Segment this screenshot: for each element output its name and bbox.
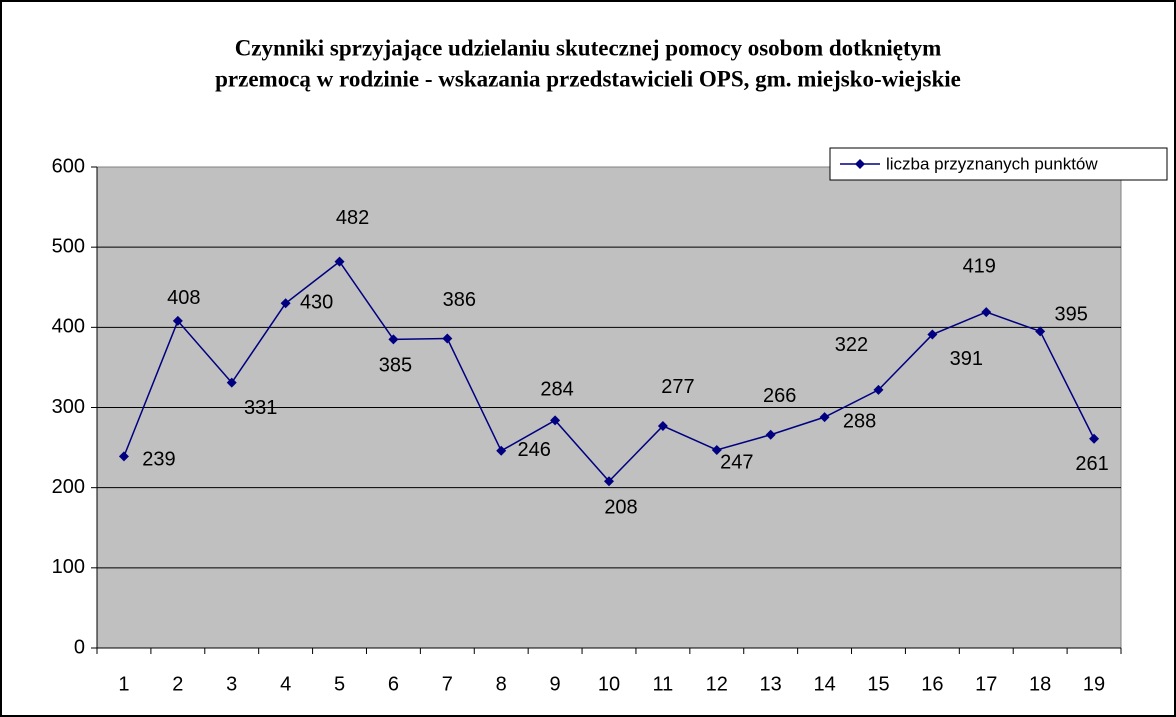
y-tick-label: 500 <box>52 235 85 257</box>
data-label: 288 <box>843 410 876 432</box>
data-point <box>118 451 129 462</box>
x-tick-label: 2 <box>172 673 183 695</box>
data-label: 284 <box>540 379 573 401</box>
data-label: 266 <box>763 385 796 407</box>
data-point <box>819 412 830 423</box>
data-label: 331 <box>244 397 277 419</box>
x-tick-label: 14 <box>813 673 835 695</box>
x-tick-label: 17 <box>975 673 997 695</box>
data-point <box>388 334 399 345</box>
y-tick-label: 400 <box>52 316 85 338</box>
x-tick-label: 9 <box>550 673 561 695</box>
legend-marker <box>855 159 865 169</box>
data-label: 208 <box>604 497 637 519</box>
x-tick-label: 18 <box>1029 673 1051 695</box>
data-label: 386 <box>443 289 476 311</box>
data-point <box>927 329 938 340</box>
legend-box <box>829 147 1168 181</box>
chart-title: Czynniki sprzyjające udzielaniu skuteczn… <box>235 35 942 60</box>
y-tick-label: 0 <box>74 636 85 658</box>
data-label: 246 <box>518 439 551 461</box>
x-tick-label: 5 <box>334 673 345 695</box>
data-label: 277 <box>661 376 694 398</box>
data-point <box>981 307 992 318</box>
data-point <box>711 444 722 455</box>
x-tick-label: 1 <box>118 673 129 695</box>
x-tick-label: 3 <box>226 673 237 695</box>
x-tick-label: 10 <box>598 673 620 695</box>
data-label: 419 <box>963 255 996 277</box>
x-tick-label: 12 <box>706 673 728 695</box>
data-label: 395 <box>1054 304 1087 326</box>
x-tick-label: 6 <box>388 673 399 695</box>
data-label: 408 <box>167 287 200 309</box>
x-tick-label: 16 <box>921 673 943 695</box>
data-label: 247 <box>720 451 753 473</box>
data-point <box>873 384 884 395</box>
x-tick-label: 13 <box>760 673 782 695</box>
y-tick-label: 200 <box>52 476 85 498</box>
y-tick-label: 600 <box>52 155 85 177</box>
data-point <box>172 315 183 326</box>
data-label: 391 <box>950 348 983 370</box>
data-label: 430 <box>300 292 333 314</box>
x-tick-label: 19 <box>1083 673 1105 695</box>
x-tick-label: 7 <box>442 673 453 695</box>
data-point <box>226 377 237 388</box>
data-point <box>604 476 614 487</box>
data-label: 261 <box>1075 453 1108 475</box>
data-point <box>765 429 776 440</box>
data-point <box>334 256 345 267</box>
data-label: 385 <box>379 355 412 377</box>
data-point <box>1089 433 1100 444</box>
chart-title: przemocą w rodzinie - wskazania przedsta… <box>215 66 961 91</box>
data-label: 322 <box>835 334 868 356</box>
data-label: 239 <box>142 449 175 471</box>
data-label: 482 <box>336 207 369 229</box>
data-point <box>442 333 453 344</box>
data-point <box>550 415 561 426</box>
data-point <box>657 420 668 431</box>
y-tick-label: 100 <box>52 556 85 578</box>
legend-label: liczba przyznanych punktów <box>886 154 1098 173</box>
y-tick-label: 300 <box>52 396 85 418</box>
data-point <box>496 445 507 456</box>
x-tick-label: 8 <box>496 673 507 695</box>
data-point <box>280 298 291 309</box>
x-tick-label: 4 <box>280 673 291 695</box>
data-point <box>1035 326 1046 337</box>
x-tick-label: 15 <box>867 673 889 695</box>
x-tick-label: 11 <box>653 673 674 695</box>
